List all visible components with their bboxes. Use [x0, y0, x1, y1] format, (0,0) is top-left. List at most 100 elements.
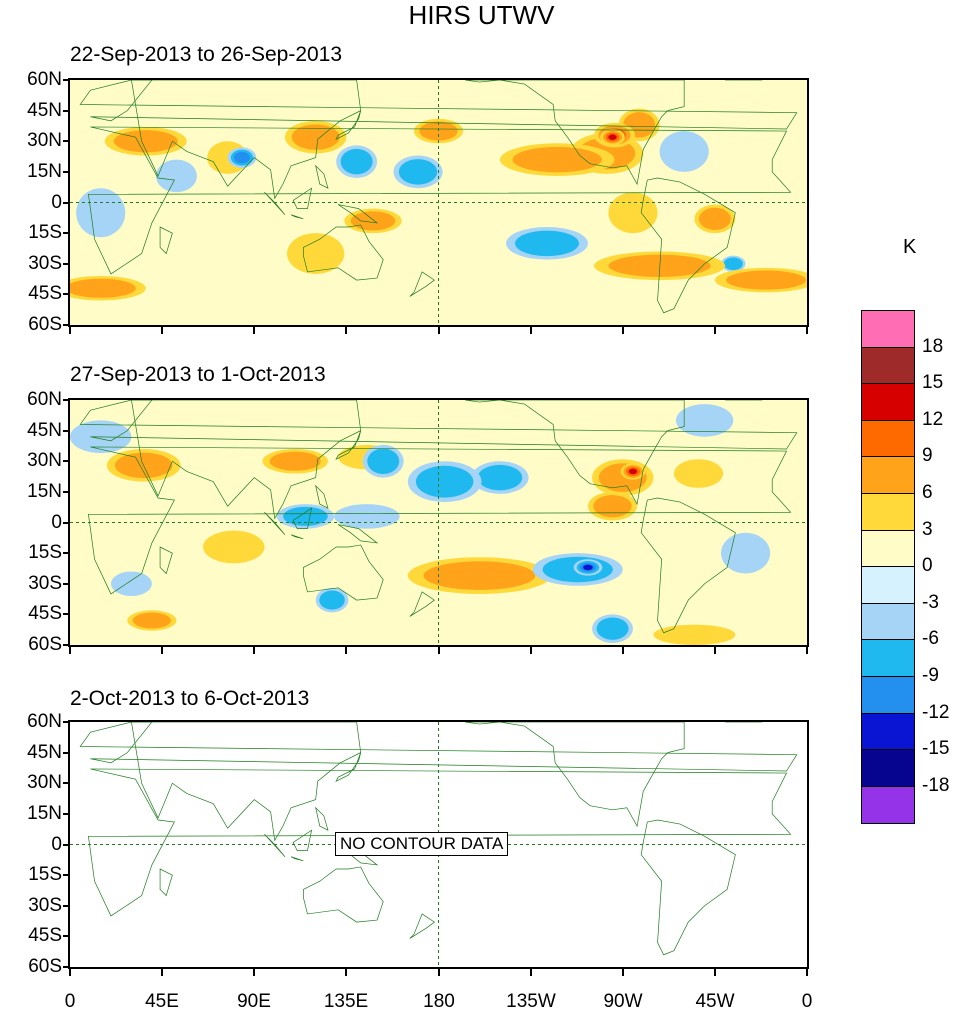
coastline [264, 834, 284, 856]
lat-tick [63, 460, 69, 462]
lat-tick [63, 293, 69, 295]
lat-tick [63, 935, 69, 937]
colorbar-label: 0 [922, 555, 933, 576]
lon-tick [622, 969, 624, 976]
contour-blob [477, 464, 523, 491]
contour-blob [723, 257, 743, 271]
contour-blob [721, 532, 771, 574]
coastline [316, 808, 328, 830]
lon-tick [622, 327, 624, 334]
lon-tick [253, 327, 255, 334]
contour-blob [608, 192, 658, 234]
contour-blob [726, 270, 806, 290]
lon-tick [253, 969, 255, 976]
lat-tick [63, 552, 69, 554]
contour-blob [269, 451, 321, 471]
lon-tick-label: 45W [695, 991, 735, 1012]
coastline [465, 400, 684, 504]
lat-tick-label: 45N [27, 100, 62, 121]
colorbar-swatch [861, 639, 915, 677]
contour-blob [334, 504, 400, 529]
contour-blob [70, 278, 136, 298]
lon-tick [438, 647, 440, 654]
lat-tick-label: 60S [28, 956, 62, 977]
lat-tick-label: 45S [28, 925, 62, 946]
lat-tick-label: 60N [27, 711, 62, 732]
colorbar-swatch [861, 493, 915, 531]
lon-tick [714, 969, 716, 976]
coastline [303, 867, 383, 922]
colorbar-label: 18 [922, 336, 944, 357]
contour-blob [593, 495, 632, 518]
lat-tick [63, 583, 69, 585]
contour-blob [653, 624, 736, 645]
lat-tick-label: 15N [27, 803, 62, 824]
lon-tick [253, 647, 255, 654]
lon-tick [345, 647, 347, 654]
lat-tick [63, 232, 69, 234]
contour-blob [698, 207, 731, 230]
lon-tick [622, 647, 624, 654]
contour-blob [76, 188, 126, 238]
contour-blob [659, 131, 709, 172]
coastline [160, 227, 172, 254]
lat-tick [63, 644, 69, 646]
lat-tick-label: 30N [27, 450, 62, 471]
contour-blob [203, 530, 265, 564]
colorbar-swatch [861, 749, 915, 787]
coastline [641, 178, 735, 313]
contour-blob [419, 121, 458, 141]
lat-tick-label: 15S [28, 542, 62, 563]
colorbar-swatch [861, 420, 915, 458]
lat-tick [63, 613, 69, 615]
lat-tick [63, 430, 69, 432]
chart-title: HIRS UTWV [408, 0, 555, 30]
colorbar-swatch [861, 530, 915, 568]
lon-tick [806, 969, 808, 976]
colorbar-label: 15 [922, 372, 944, 393]
lat-tick [63, 874, 69, 876]
panel-1-plot-area [70, 80, 807, 325]
lat-tick-label: 15S [28, 222, 62, 243]
lon-tick [806, 647, 808, 654]
contour-blob [110, 571, 152, 596]
contour-blob [113, 130, 178, 153]
coastline [303, 545, 383, 600]
contour-blob [628, 468, 638, 475]
coastline [160, 547, 172, 574]
lat-tick-label: 30S [28, 573, 62, 594]
contour-blob [132, 612, 172, 629]
lon-tick [161, 647, 163, 654]
contour-blob [512, 146, 602, 173]
lat-tick [63, 752, 69, 754]
lon-tick-label: 0 [801, 991, 813, 1012]
contour-blob [608, 134, 617, 140]
colorbar-swatch [861, 456, 915, 494]
contour-blob [398, 159, 438, 185]
lat-tick-label: 30S [28, 895, 62, 916]
no-contour-data-label: NO CONTOUR DATA [335, 832, 509, 856]
contour-blob [319, 590, 345, 610]
colorbar-swatch [861, 603, 915, 641]
lon-tick-label: 0 [64, 991, 76, 1012]
lon-tick [69, 327, 71, 334]
lat-tick-label: 45S [28, 283, 62, 304]
lat-tick [63, 491, 69, 493]
lon-tick [69, 969, 71, 976]
contour-blob [515, 230, 579, 257]
contour-blob [233, 151, 250, 164]
contour-blob [596, 617, 629, 640]
colorbar-label: -6 [922, 628, 939, 649]
lat-tick-label: 15N [27, 161, 62, 182]
lon-tick [438, 969, 440, 976]
coastline [264, 512, 284, 534]
coastline [293, 188, 311, 208]
lon-tick-label: 180 [423, 991, 455, 1012]
coastline [80, 400, 797, 449]
lat-tick [63, 966, 69, 968]
coastline [336, 753, 361, 782]
coastline [88, 127, 790, 274]
panel-1-title: 22-Sep-2013 to 26-Sep-2013 [70, 43, 343, 66]
colorbar-label: -9 [922, 665, 939, 686]
colorbar-swatch [861, 713, 915, 751]
